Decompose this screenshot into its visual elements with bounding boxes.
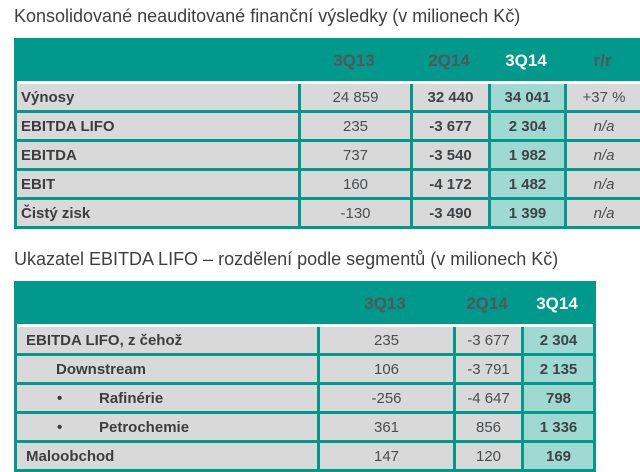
row-label-text: Petrochemie (99, 418, 190, 436)
section1-title: Konsolidované neauditované finanční výsl… (14, 6, 521, 26)
section2-title: Ukazatel EBITDA LIFO – rozdělení podle s… (14, 249, 559, 269)
value-3q13: 737 (298, 139, 410, 168)
value-yoy: n/a (564, 110, 640, 139)
value-3q14: 169 (521, 440, 593, 469)
table1-header-3q13: 3Q13 (298, 41, 410, 84)
table-row: Výnosy 24 859 32 440 34 041 +37 % (17, 84, 640, 110)
value-3q13: 160 (298, 168, 410, 197)
value-2q14: 856 (453, 411, 521, 440)
table-row: • Petrochemie 361 856 1 336 (17, 411, 593, 440)
row-label: EBITDA (17, 139, 298, 168)
value-2q14: -3 791 (453, 353, 521, 382)
table-row: Čistý zisk -130 -3 490 1 399 n/a (17, 197, 640, 226)
financial-results-table: 3Q13 2Q14 3Q14 r/r Výnosy 24 859 32 440 … (14, 38, 640, 229)
row-label: Downstream (17, 353, 317, 382)
bullet-icon: • (57, 389, 63, 407)
value-3q14: 1 399 (488, 197, 564, 226)
ebitda-lifo-segments-table: 3Q13 2Q14 3Q14 EBITDA LIFO, z čehož 235 … (14, 281, 596, 472)
value-yoy: +37 % (564, 84, 640, 110)
value-3q13: 106 (317, 353, 453, 382)
row-label: EBIT (17, 168, 298, 197)
table-row: EBITDA LIFO 235 -3 677 2 304 n/a (17, 110, 640, 139)
row-label-text: Downstream (56, 360, 147, 378)
value-2q14: -4 647 (453, 382, 521, 411)
value-3q13: 235 (317, 327, 453, 353)
value-2q14: -3 677 (410, 110, 488, 139)
value-3q14: 1 482 (488, 168, 564, 197)
value-3q14: 2 135 (521, 353, 593, 382)
value-2q14: -3 490 (410, 197, 488, 226)
table-row: • Rafinérie -256 -4 647 798 (17, 382, 593, 411)
table2-header-empty (17, 284, 317, 327)
value-3q14: 1 982 (488, 139, 564, 168)
bullet-icon: • (57, 418, 63, 436)
value-3q14: 1 336 (521, 411, 593, 440)
row-label: Čistý zisk (17, 197, 298, 226)
row-label: Výnosy (17, 84, 298, 110)
value-3q13: 147 (317, 440, 453, 469)
value-3q14: 34 041 (488, 84, 564, 110)
table-row: Downstream 106 -3 791 2 135 (17, 353, 593, 382)
value-3q13: -130 (298, 197, 410, 226)
table1-header-2q14: 2Q14 (410, 41, 488, 84)
value-3q13: -256 (317, 382, 453, 411)
value-yoy: n/a (564, 139, 640, 168)
table1-header-rr: r/r (564, 41, 640, 84)
value-2q14: -4 172 (410, 168, 488, 197)
table1-header-empty (17, 41, 298, 84)
table1-header-row: 3Q13 2Q14 3Q14 r/r (17, 41, 640, 84)
value-2q14: -3 677 (453, 327, 521, 353)
table1-header-3q14: 3Q14 (488, 41, 564, 84)
table2-header-row: 3Q13 2Q14 3Q14 (17, 284, 593, 327)
table-row: EBITDA LIFO, z čehož 235 -3 677 2 304 (17, 327, 593, 353)
value-2q14: -3 540 (410, 139, 488, 168)
table2-header-2q14: 2Q14 (453, 284, 521, 327)
table2-header-3q14: 3Q14 (521, 284, 593, 327)
table2-header-3q13: 3Q13 (317, 284, 453, 327)
table-row: EBITDA 737 -3 540 1 982 n/a (17, 139, 640, 168)
value-3q14: 2 304 (488, 110, 564, 139)
table-row: EBIT 160 -4 172 1 482 n/a (17, 168, 640, 197)
value-yoy: n/a (564, 168, 640, 197)
value-3q14: 2 304 (521, 327, 593, 353)
value-yoy: n/a (564, 197, 640, 226)
value-3q14: 798 (521, 382, 593, 411)
row-label: EBITDA LIFO (17, 110, 298, 139)
value-2q14: 32 440 (410, 84, 488, 110)
row-label: EBITDA LIFO, z čehož (17, 327, 317, 353)
row-label: Maloobchod (17, 440, 317, 469)
row-label-text: Rafinérie (99, 389, 164, 407)
value-3q13: 361 (317, 411, 453, 440)
value-2q14: 120 (453, 440, 521, 469)
value-3q13: 235 (298, 110, 410, 139)
row-label: • Petrochemie (17, 411, 317, 440)
row-label: • Rafinérie (17, 382, 317, 411)
table-row: Maloobchod 147 120 169 (17, 440, 593, 469)
value-3q13: 24 859 (298, 84, 410, 110)
